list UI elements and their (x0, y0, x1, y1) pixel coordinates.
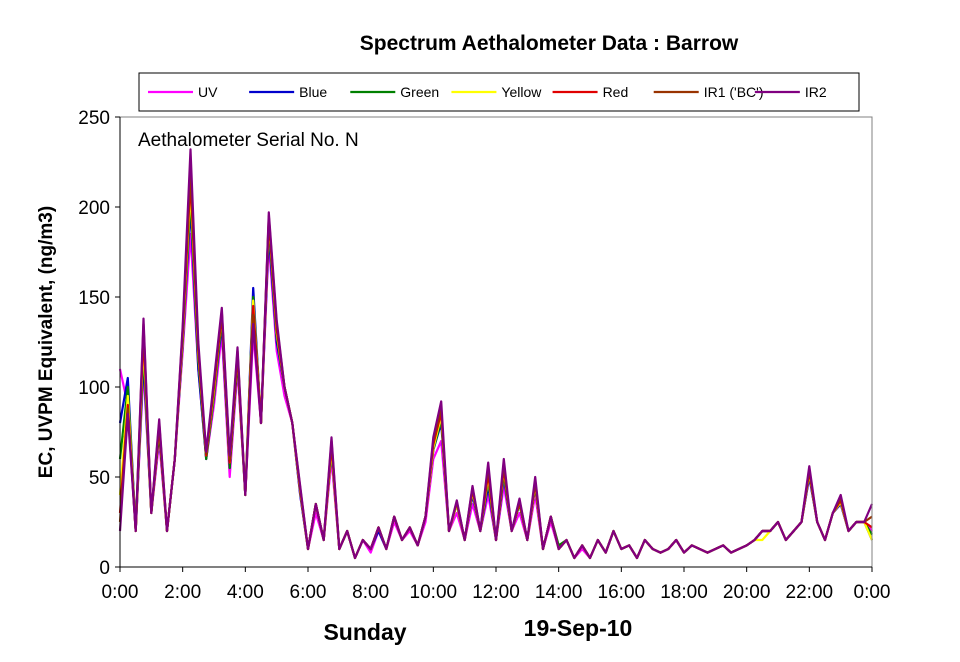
plot-series (118, 148, 874, 560)
legend-label-1: Blue (299, 84, 327, 100)
y-tick-label: 150 (78, 288, 110, 309)
legend-label-6: IR2 (805, 84, 827, 100)
legend-label-4: Red (603, 84, 629, 100)
x-tick-label: 0:00 (102, 582, 139, 603)
y-tick-label: 50 (89, 468, 110, 489)
y-tick-label: 0 (99, 558, 110, 579)
legend-label-2: Green (400, 84, 439, 100)
chart-title: Spectrum Aethalometer Data : Barrow (360, 32, 739, 55)
series-line-1 (118, 205, 874, 560)
legend: UV Blue Green Yellow Red IR1 ('BC') IR2 (138, 72, 860, 112)
x-tick-label: 12:00 (472, 582, 520, 603)
plot-frame (119, 116, 873, 568)
x-tick-label: 6:00 (290, 582, 327, 603)
x-tick-label: 0:00 (854, 582, 891, 603)
x-tick-label: 22:00 (786, 582, 834, 603)
legend-label-0: UV (198, 84, 218, 100)
series-line-0 (118, 232, 873, 560)
y-tick-label: 250 (78, 108, 110, 129)
axes: 0 50 100 150 200 250 0:00 2:00 4:00 6:00 8:00 10:00… (78, 108, 890, 603)
x-day-label: Sunday (323, 619, 406, 645)
series-line-4 (118, 178, 873, 560)
series-line-5 (118, 169, 873, 560)
x-tick-label: 20:00 (723, 582, 771, 603)
x-tick-label: 16:00 (598, 582, 646, 603)
legend-label-5: IR1 ('BC') (704, 84, 764, 100)
legend-label-3: Yellow (501, 84, 542, 100)
series-line-6 (118, 148, 874, 560)
x-date-label: 19-Sep-10 (524, 615, 633, 641)
y-tick-label: 100 (78, 378, 110, 399)
series-line-2 (118, 196, 873, 560)
x-tick-label: 10:00 (410, 582, 458, 603)
serial-annotation: Aethalometer Serial No. N (138, 130, 359, 151)
series-line-3 (118, 187, 874, 560)
x-tick-label: 2:00 (164, 582, 201, 603)
x-tick-label: 18:00 (660, 582, 708, 603)
x-tick-label: 4:00 (227, 582, 264, 603)
y-axis-label: EC, UVPM Equivalent, (ng/m3) (36, 206, 57, 478)
y-tick-label: 200 (78, 198, 110, 219)
x-tick-label: 8:00 (352, 582, 389, 603)
x-tick-label: 14:00 (535, 582, 583, 603)
